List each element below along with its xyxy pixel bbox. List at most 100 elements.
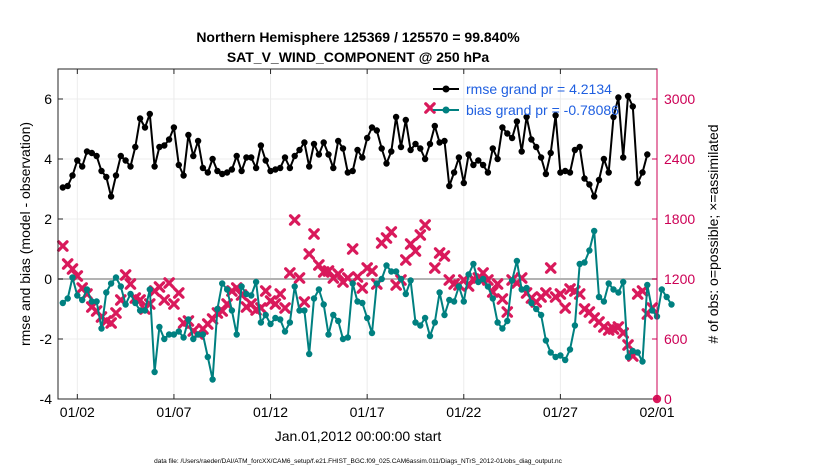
- bias-point: [262, 311, 269, 319]
- rmse-point: [576, 143, 583, 151]
- bias-point: [537, 311, 545, 319]
- obs-marker: [259, 285, 272, 297]
- bias-point: [566, 346, 574, 353]
- obs-marker: [501, 306, 514, 318]
- bias-point: [605, 280, 612, 287]
- rmse-point: [436, 139, 443, 146]
- x-tick-label: 01/12: [253, 404, 288, 420]
- bias-point: [446, 296, 453, 304]
- obs-marker: [496, 293, 509, 305]
- rmse-point: [620, 154, 627, 161]
- bias-point: [417, 322, 424, 329]
- bias-point: [392, 268, 400, 275]
- rmse-point: [392, 113, 400, 121]
- bias-point: [634, 349, 641, 356]
- bias-point: [615, 289, 622, 296]
- rmse-point: [615, 94, 622, 101]
- bias-point: [344, 334, 351, 341]
- bias-point: [185, 316, 192, 323]
- bias-point: [489, 295, 496, 302]
- obs-marker: [105, 317, 117, 329]
- rmse-point: [238, 167, 245, 175]
- rmse-point: [378, 145, 385, 152]
- rmse-point: [600, 155, 608, 163]
- x-tick-label: 01/17: [350, 404, 385, 420]
- rmse-point: [542, 170, 550, 178]
- rmse-point: [489, 145, 496, 152]
- rmse-point: [465, 151, 472, 158]
- rmse-point: [98, 167, 105, 175]
- obs-marker: [279, 302, 291, 314]
- rmse-point: [267, 167, 274, 175]
- rmse-point: [315, 151, 323, 158]
- rmse-point: [64, 182, 71, 190]
- rmse-point: [127, 163, 134, 170]
- bias-point: [523, 284, 530, 292]
- rmse-point: [349, 167, 356, 175]
- bias-point: [533, 305, 540, 313]
- bias-point: [576, 260, 583, 268]
- rmse-point: [629, 103, 636, 110]
- bias-point: [335, 317, 342, 325]
- rmse-point: [219, 170, 226, 178]
- bias-point: [170, 331, 178, 338]
- bias-point: [301, 307, 308, 314]
- obs-marker: [293, 272, 306, 284]
- bias-point: [175, 328, 182, 335]
- bias-point: [571, 322, 579, 329]
- rmse-point: [248, 154, 255, 161]
- rmse-point: [605, 169, 612, 176]
- bias-point: [479, 275, 487, 283]
- bias-point: [315, 286, 323, 293]
- y-axis-left-label: rmse and bias (model - observation): [17, 122, 33, 346]
- rmse-point: [523, 113, 530, 121]
- bias-point: [407, 277, 414, 284]
- rmse-point: [83, 148, 91, 155]
- legend-bias-label: bias grand pr = -0.78086: [466, 102, 619, 118]
- chart-title-line2: SAT_V_WIND_COMPONENT @ 250 hPa: [227, 49, 490, 65]
- obs-marker: [409, 245, 422, 257]
- rmse-point: [286, 164, 294, 172]
- y-right-tick-label: 1800: [664, 211, 695, 227]
- bias-point: [291, 283, 298, 290]
- rmse-point: [533, 143, 540, 151]
- bias-point: [79, 296, 86, 304]
- obs-marker: [351, 271, 364, 283]
- bias-point: [267, 320, 274, 328]
- bias-point: [542, 337, 550, 344]
- bias-point: [595, 293, 603, 301]
- bias-point: [620, 278, 627, 286]
- rmse-point: [69, 172, 76, 179]
- rmse-point: [107, 193, 115, 200]
- bias-point: [209, 376, 216, 383]
- rmse-point: [257, 142, 265, 149]
- obs-marker: [288, 214, 301, 226]
- y-left-tick-label: 4: [44, 151, 52, 167]
- obs-marker: [419, 219, 431, 231]
- bias-point: [141, 307, 149, 314]
- rmse-point: [161, 142, 168, 149]
- bias-point: [455, 283, 463, 290]
- rmse-point: [426, 140, 434, 148]
- bias-point: [528, 299, 535, 307]
- rmse-point: [320, 139, 327, 146]
- rmse-point: [475, 157, 482, 164]
- rmse-point: [634, 179, 641, 187]
- bias-point: [107, 280, 115, 287]
- rmse-point: [204, 169, 211, 176]
- rmse-point: [180, 172, 187, 179]
- bias-point: [146, 286, 153, 293]
- rmse-series: [59, 92, 651, 200]
- rmse-point: [537, 154, 545, 161]
- bias-point: [151, 368, 158, 376]
- rmse-point: [79, 163, 86, 170]
- obs-marker: [57, 240, 69, 252]
- x-tick-label: 01/27: [543, 404, 578, 420]
- rmse-point: [421, 155, 429, 163]
- bias-point: [286, 319, 294, 326]
- obs-marker: [119, 269, 132, 281]
- bias-point: [228, 307, 236, 314]
- rmse-point: [557, 169, 564, 176]
- rmse-point: [639, 169, 646, 176]
